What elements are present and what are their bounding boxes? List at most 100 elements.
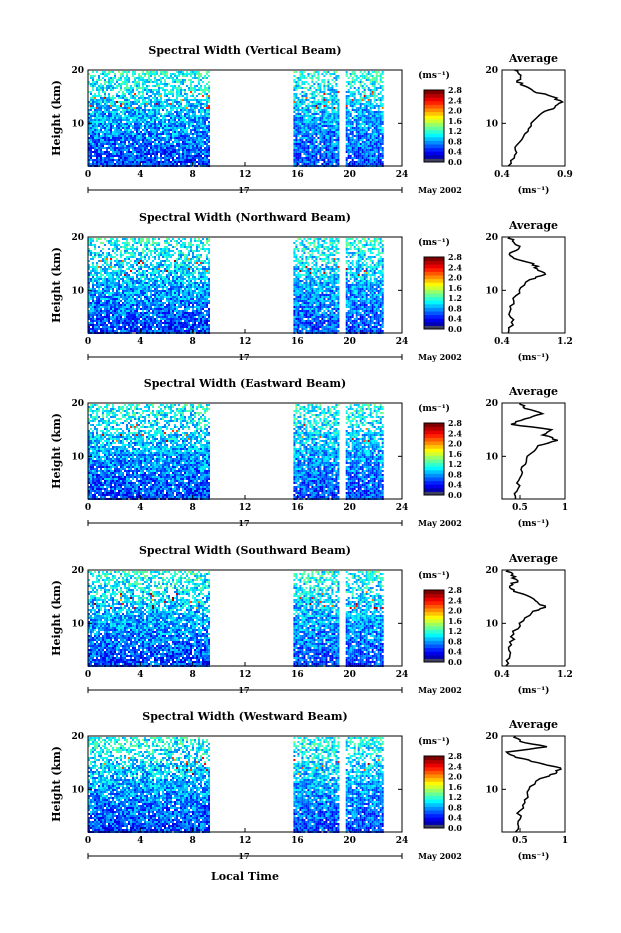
heatmap-cell — [184, 81, 186, 83]
heatmap-cell — [96, 131, 98, 133]
heatmap-cell — [180, 145, 182, 147]
heatmap-cell — [168, 93, 170, 95]
heatmap-cell — [116, 107, 118, 109]
heatmap-cell — [124, 109, 126, 111]
heatmap-cell — [120, 105, 122, 107]
heatmap-cell — [110, 141, 112, 143]
heatmap-cell — [128, 89, 130, 91]
heatmap-cell — [132, 145, 134, 147]
heatmap-cell — [94, 81, 96, 83]
heatmap-cell — [140, 87, 142, 89]
heatmap-cell — [192, 133, 194, 135]
heatmap-cell — [122, 91, 124, 93]
heatmap-cell — [168, 161, 170, 163]
heatmap-cell — [172, 91, 174, 93]
heatmap-cell — [180, 103, 182, 105]
heatmap-cell — [98, 91, 100, 93]
heatmap-cell — [154, 133, 156, 135]
heatmap-cell — [156, 115, 158, 117]
heatmap-cell — [122, 133, 124, 135]
heatmap-cell — [130, 153, 132, 155]
heatmap-cell — [144, 161, 146, 163]
heatmap-cell — [124, 107, 126, 109]
heatmap-cell — [180, 81, 182, 83]
heatmap-cell — [108, 135, 110, 137]
heatmap-cell — [108, 79, 110, 81]
heatmap-cell — [164, 159, 166, 161]
heatmap-cell — [162, 105, 164, 107]
heatmap-cell — [154, 115, 156, 117]
heatmap-cell — [114, 117, 116, 119]
heatmap-cell — [94, 109, 96, 111]
heatmap-cell — [94, 147, 96, 149]
heatmap-cell — [178, 157, 180, 159]
heatmap-cell — [126, 105, 128, 107]
heatmap-cell — [190, 71, 192, 73]
heatmap-cell — [162, 149, 164, 151]
heatmap-cell — [126, 125, 128, 127]
heatmap-cell — [108, 145, 110, 147]
heatmap-cell — [132, 87, 134, 89]
heatmap-cell — [132, 161, 134, 163]
heatmap-cell — [120, 97, 122, 99]
heatmap-cell — [136, 129, 138, 131]
heatmap-cell — [146, 117, 148, 119]
heatmap-cell — [132, 163, 134, 165]
heatmap-cell — [102, 147, 104, 149]
heatmap-cell — [92, 77, 94, 79]
heatmap-cell — [190, 87, 192, 89]
heatmap-cell — [100, 101, 102, 103]
heatmap-cell — [126, 155, 128, 157]
heatmap-cell — [192, 93, 194, 95]
heatmap-cell — [102, 117, 104, 119]
heatmap-cell — [194, 103, 196, 105]
heatmap-cell — [120, 137, 122, 139]
heatmap-cell — [108, 105, 110, 107]
heatmap-cell — [154, 73, 156, 75]
heatmap-cell — [90, 147, 92, 149]
heatmap-cell — [96, 113, 98, 115]
heatmap-cell — [134, 125, 136, 127]
heatmap-cell — [172, 77, 174, 79]
heatmap-cell — [166, 115, 168, 117]
heatmap-cell — [98, 139, 100, 141]
heatmap-cell — [184, 73, 186, 75]
heatmap-cell — [126, 71, 128, 73]
heatmap-cell — [94, 153, 96, 155]
heatmap-cell — [130, 87, 132, 89]
heatmap-cell — [108, 141, 110, 143]
heatmap-cell — [110, 81, 112, 83]
heatmap-cell — [194, 111, 196, 113]
heatmap-cell — [190, 115, 192, 117]
heatmap-cell — [110, 103, 112, 105]
heatmap-cell — [148, 109, 150, 111]
heatmap-cell — [94, 145, 96, 147]
heatmap-cell — [100, 73, 102, 75]
heatmap-cell — [170, 85, 172, 87]
heatmap-cell — [110, 85, 112, 87]
heatmap-cell — [108, 73, 110, 75]
heatmap-cell — [180, 133, 182, 135]
heatmap-cell — [166, 83, 168, 85]
heatmap-cell — [124, 133, 126, 135]
heatmap-cell — [172, 89, 174, 91]
heatmap-cell — [112, 163, 114, 165]
heatmap-cell — [104, 113, 106, 115]
heatmap-cell — [176, 129, 178, 131]
heatmap-cell — [178, 149, 180, 151]
heatmap-cell — [126, 131, 128, 133]
heatmap-cell — [194, 157, 196, 159]
heatmap-cell — [98, 141, 100, 143]
heatmap-cell — [182, 157, 184, 159]
heatmap-cell — [94, 97, 96, 99]
heatmap-cell — [150, 103, 152, 105]
heatmap-cell — [144, 75, 146, 77]
heatmap-cell — [118, 143, 120, 145]
heatmap-cell — [180, 121, 182, 123]
heatmap-cell — [112, 99, 114, 101]
heatmap-cell — [104, 159, 106, 161]
heatmap-cell — [150, 109, 152, 111]
heatmap-cell — [112, 147, 114, 149]
heatmap-cell — [190, 143, 192, 145]
heatmap-cell — [102, 161, 104, 163]
